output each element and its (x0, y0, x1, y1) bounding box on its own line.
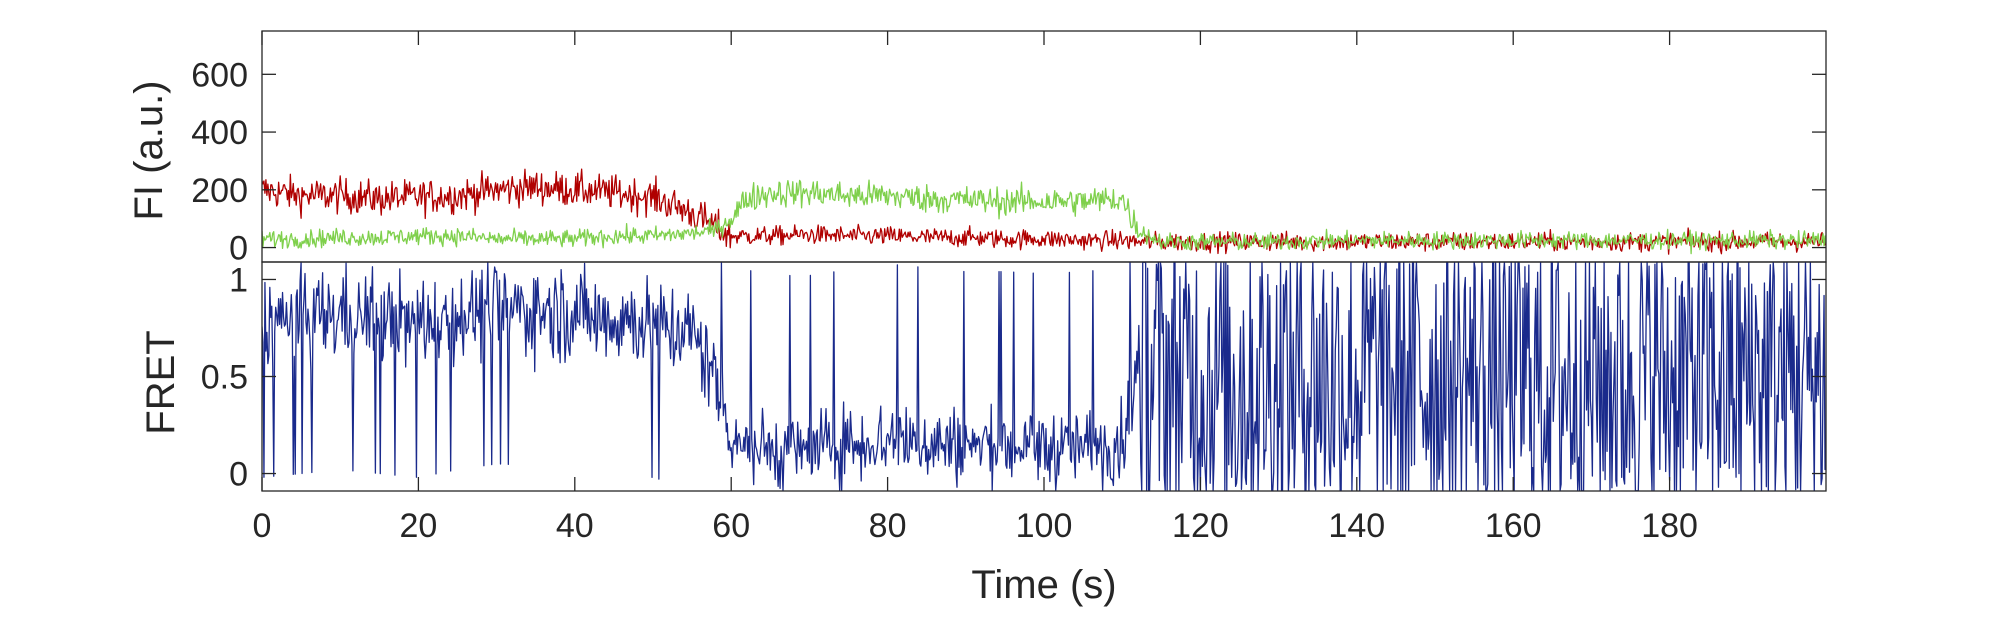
x-tick-label: 160 (1485, 507, 1542, 545)
fl-y-tick-label: 400 (191, 114, 248, 152)
fret-y-tick-label: 1 (229, 261, 248, 299)
fl-y-tick-label: 200 (191, 172, 248, 210)
x-tick-label: 140 (1328, 507, 1385, 545)
fl-series-line-0 (262, 168, 1826, 255)
fluorescence-y-axis-label: FI (a.u.) (127, 80, 171, 220)
fret-y-axis-label: FRET (139, 330, 183, 434)
fret-series-line-0 (262, 262, 1826, 491)
fret-panel: 0 0.5 1 0 20 40 60 80 100 120 140 160 180 (201, 261, 1827, 545)
x-tick-label: 60 (712, 507, 750, 545)
x-tick-label: 0 (253, 507, 272, 545)
x-tick-label: 80 (869, 507, 907, 545)
fret-y-tick-label: 0 (229, 456, 248, 494)
fl-y-tick-label: 600 (191, 56, 248, 94)
fl-y-tick-label: 0 (229, 230, 248, 268)
fl-series-line-1 (262, 179, 1826, 255)
x-tick-label: 100 (1016, 507, 1073, 545)
x-tick-label: 120 (1172, 507, 1229, 545)
fl-axes-frame (261, 30, 1827, 263)
x-axis-label: Time (s) (971, 563, 1116, 607)
x-tick-label: 180 (1641, 507, 1698, 545)
x-tick-label: 40 (556, 507, 594, 545)
fluorescence-panel: 0 200 400 600 (191, 30, 1827, 268)
fret-y-tick-label: 0.5 (201, 359, 248, 397)
x-tick-label: 20 (399, 507, 437, 545)
